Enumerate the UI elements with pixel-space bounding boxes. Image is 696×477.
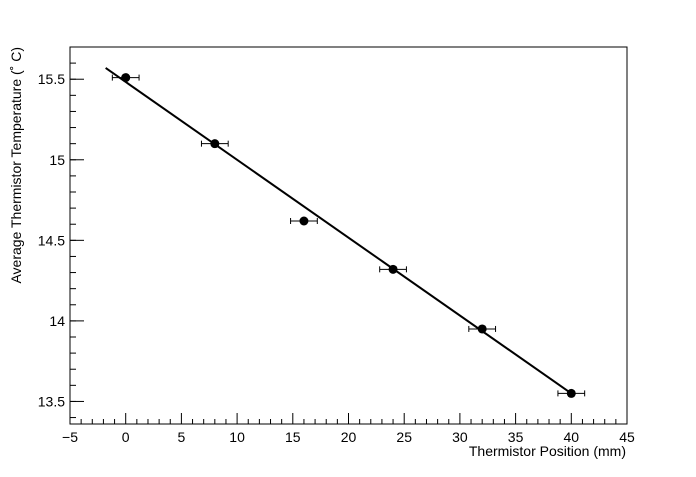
x-tick-label: 20 bbox=[341, 429, 357, 445]
y-axis-tick-labels: 13.5 14 14.5 15 15.5 bbox=[38, 71, 65, 409]
y-tick-label: 14 bbox=[49, 313, 65, 329]
x-tick-label: 40 bbox=[564, 429, 580, 445]
x-tick-label: 30 bbox=[452, 429, 468, 445]
y-tick-label: 15 bbox=[49, 152, 65, 168]
x-tick-label: 15 bbox=[285, 429, 301, 445]
fit-line bbox=[105, 67, 572, 395]
x-tick-label: 5 bbox=[178, 429, 186, 445]
data-point bbox=[388, 264, 398, 274]
y-tick-label: 13.5 bbox=[38, 393, 65, 409]
data-points bbox=[111, 73, 586, 398]
x-axis-label: Thermistor Position (mm) bbox=[469, 443, 626, 459]
y-axis-label: Average Thermistor Temperature (˚ C) bbox=[8, 47, 24, 284]
x-tick-label: 45 bbox=[619, 429, 635, 445]
x-tick-label: 0 bbox=[122, 429, 130, 445]
data-point bbox=[121, 73, 131, 83]
fit-line-group bbox=[105, 67, 572, 395]
x-axis-tick-labels: −5 0 5 10 15 20 25 30 35 40 45 bbox=[62, 429, 635, 445]
data-point bbox=[566, 388, 576, 398]
x-tick-label: 35 bbox=[508, 429, 524, 445]
y-axis-ticks bbox=[70, 46, 84, 419]
y-tick-label: 14.5 bbox=[38, 232, 65, 248]
y-tick-label: 15.5 bbox=[38, 71, 65, 87]
x-tick-label: 25 bbox=[396, 429, 412, 445]
x-tick-label: 10 bbox=[229, 429, 245, 445]
data-point bbox=[299, 216, 309, 226]
x-axis-ticks bbox=[69, 413, 628, 424]
data-point bbox=[210, 139, 220, 149]
plot-frame bbox=[69, 46, 628, 425]
data-point bbox=[477, 324, 487, 334]
x-tick-label: −5 bbox=[62, 429, 78, 445]
